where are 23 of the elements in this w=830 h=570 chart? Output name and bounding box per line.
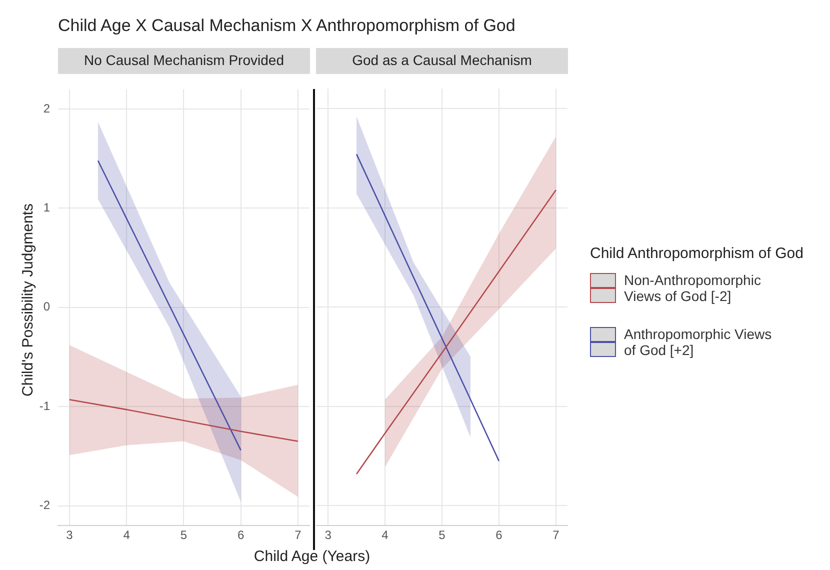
chart-subtitle: God as a Causal Mechanism [316,48,568,74]
y-tick-label: -2 [39,498,50,512]
x-tick-label: 5 [180,528,188,542]
x-tick-label: 4 [123,528,130,542]
legend-label: Anthropomorphic Views of God [+2] [624,326,773,358]
x-tick-label: 5 [438,528,446,542]
x-tick-label: 7 [294,528,302,542]
x-tick-label: 7 [552,528,560,542]
y-axis-title: Child's Possibility Judgments [20,204,36,396]
y-tick-label: 0 [43,300,50,314]
y-tick-label: 1 [43,200,50,215]
chart-subtitle: No Causal Mechanism Provided [58,48,310,74]
x-tick-label: 3 [324,528,332,542]
x-tick-label: 4 [382,528,389,542]
chart-title: Child Age X Causal Mechanism X Anthropomorphism of God [58,16,516,36]
x-tick-label: 6 [496,528,503,542]
legend-title: Child Anthropomorphism of God [590,245,804,262]
x-tick-label: 3 [66,528,74,542]
x-axis-title: Child Age (Years) [254,548,370,565]
x-tick-label: 6 [237,528,244,542]
y-tick-label: 2 [43,101,50,116]
y-tick-label: -1 [39,398,50,413]
legend-label: Non-Anthropomorphic Views of God [-2] [624,272,762,304]
